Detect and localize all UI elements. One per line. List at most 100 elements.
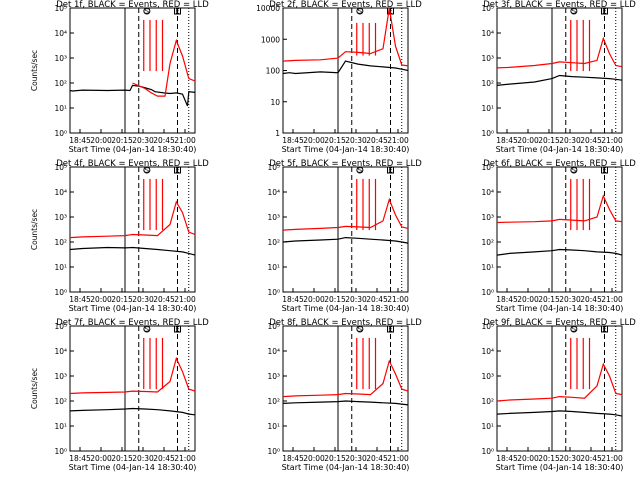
panel-title: Det 1f, BLACK = Events, RED = LLD — [56, 0, 209, 10]
marker-s — [143, 325, 151, 333]
x-axis-label: Start Time (04-Jan-14 18:30:40) — [69, 145, 197, 154]
y-tick-label: 10⁵ — [267, 163, 280, 172]
panel-7: Det 7f, BLACK = Events, RED = LLD 10⁰ 10¹ 1… — [30, 318, 209, 472]
marker-s-label: S — [572, 8, 577, 16]
marker-s-label: S — [572, 167, 577, 175]
y-tick-label: 1000 — [261, 35, 280, 44]
panel-8: Det 8f, BLACK = Events, RED = LLD 10⁰ 10¹ 1… — [267, 318, 422, 472]
events-series — [496, 248, 623, 256]
x-tick-label: 18:45 — [69, 136, 91, 145]
x-tick-label: 18:45 — [496, 454, 518, 463]
x-tick-label: 20:30 — [345, 454, 367, 463]
x-axis-label: Start Time (04-Jan-14 18:30:40) — [282, 145, 410, 154]
y-tick-label: 10² — [481, 79, 494, 88]
marker-s — [356, 325, 364, 333]
x-tick-label: 20:00 — [303, 295, 325, 304]
panel-title: Det 2f, BLACK = Events, RED = LLD — [269, 0, 422, 10]
x-axis-label: Start Time (04-Jan-14 18:30:40) — [496, 463, 624, 472]
panel-title: Det 6f, BLACK = Events, RED = LLD — [483, 159, 636, 169]
y-tick-label: 10⁵ — [54, 163, 67, 172]
x-tick-label: 21:00 — [174, 136, 196, 145]
x-axis-label: Start Time (04-Jan-14 18:30:40) — [282, 304, 410, 313]
y-tick-label: 10¹ — [267, 263, 280, 272]
y-tick-label: 10 — [270, 98, 280, 107]
x-tick-label: 20:15 — [111, 136, 133, 145]
x-tick-label: 18:45 — [282, 454, 304, 463]
x-tick-label: 20:15 — [324, 136, 346, 145]
x-tick-label: 20:00 — [90, 295, 112, 304]
y-tick-label: 10⁰ — [481, 447, 494, 456]
y-tick-label: 10³ — [267, 372, 280, 381]
y-tick-label: 10⁵ — [481, 4, 494, 13]
marker-e — [174, 166, 181, 174]
lld-series — [282, 359, 409, 398]
x-tick-label: 18:45 — [282, 136, 304, 145]
x-axis-label: Start Time (04-Jan-14 18:30:40) — [69, 463, 197, 472]
marker-s — [143, 7, 151, 15]
x-tick-label: 20:30 — [132, 136, 154, 145]
marker-s-label: S — [145, 8, 150, 16]
y-axis-label: Counts/sec — [30, 50, 39, 91]
marker-s — [143, 166, 151, 174]
lld-series — [69, 356, 196, 395]
panel-title: Det 8f, BLACK = Events, RED = LLD — [269, 318, 422, 328]
x-tick-label: 20:45 — [366, 295, 388, 304]
x-tick-label: 20:15 — [324, 295, 346, 304]
y-tick-label: 10⁴ — [481, 188, 494, 197]
y-tick-label: 10² — [267, 238, 280, 247]
marker-s — [356, 166, 364, 174]
marker-e-label: E — [602, 326, 606, 334]
x-tick-label: 21:00 — [601, 136, 623, 145]
y-tick-label: 10⁴ — [267, 347, 280, 356]
y-tick-label: 10⁰ — [481, 129, 494, 138]
marker-e-label: E — [602, 167, 606, 175]
plot-frame — [69, 7, 196, 134]
x-tick-label: 18:45 — [496, 136, 518, 145]
x-tick-label: 20:45 — [153, 454, 175, 463]
lld-series — [132, 38, 196, 97]
marker-s-label: S — [358, 167, 363, 175]
y-tick-label: 10² — [481, 238, 494, 247]
plot-frame — [496, 325, 623, 452]
y-tick-label: 10⁴ — [481, 29, 494, 38]
x-tick-label: 20:15 — [538, 295, 560, 304]
x-tick-label: 20:00 — [303, 136, 325, 145]
plot-frame — [496, 7, 623, 134]
events-series — [282, 400, 409, 406]
marker-e-label: E — [388, 8, 392, 16]
plot-frame — [282, 325, 409, 452]
panel-title: Det 5f, BLACK = Events, RED = LLD — [269, 159, 422, 169]
x-tick-label: 20:45 — [580, 295, 602, 304]
y-tick-label: 10⁵ — [54, 4, 67, 13]
y-tick-label: 10³ — [54, 213, 67, 222]
x-tick-label: 21:00 — [174, 454, 196, 463]
x-axis-label: Start Time (04-Jan-14 18:30:40) — [282, 463, 410, 472]
plot-frame — [69, 325, 196, 452]
x-tick-label: 21:00 — [601, 454, 623, 463]
x-tick-label: 20:30 — [132, 454, 154, 463]
y-tick-label: 10³ — [54, 54, 67, 63]
lld-series — [282, 197, 409, 231]
marker-e — [174, 325, 181, 333]
y-tick-label: 10² — [54, 397, 67, 406]
y-tick-label: 10⁰ — [267, 447, 280, 456]
y-tick-label: 10¹ — [481, 263, 494, 272]
marker-s — [570, 7, 578, 15]
marker-e-label: E — [175, 8, 179, 16]
y-tick-label: 10⁴ — [54, 347, 67, 356]
y-tick-label: 10⁵ — [481, 322, 494, 331]
x-tick-label: 20:30 — [559, 136, 581, 145]
y-tick-label: 10⁰ — [267, 288, 280, 297]
y-tick-label: 10¹ — [481, 422, 494, 431]
x-tick-label: 20:00 — [90, 454, 112, 463]
plot-frame — [282, 7, 409, 134]
panel-3: Det 3f, BLACK = Events, RED = LLD 10⁰ 10¹ 1… — [481, 0, 636, 154]
x-axis-label: Start Time (04-Jan-14 18:30:40) — [69, 304, 197, 313]
y-tick-label: 10³ — [481, 213, 494, 222]
x-tick-label: 18:45 — [69, 295, 91, 304]
events-series — [496, 74, 623, 86]
x-tick-label: 20:00 — [517, 454, 539, 463]
marker-s-label: S — [358, 8, 363, 16]
x-tick-label: 20:45 — [366, 136, 388, 145]
marker-e-label: E — [602, 8, 606, 16]
